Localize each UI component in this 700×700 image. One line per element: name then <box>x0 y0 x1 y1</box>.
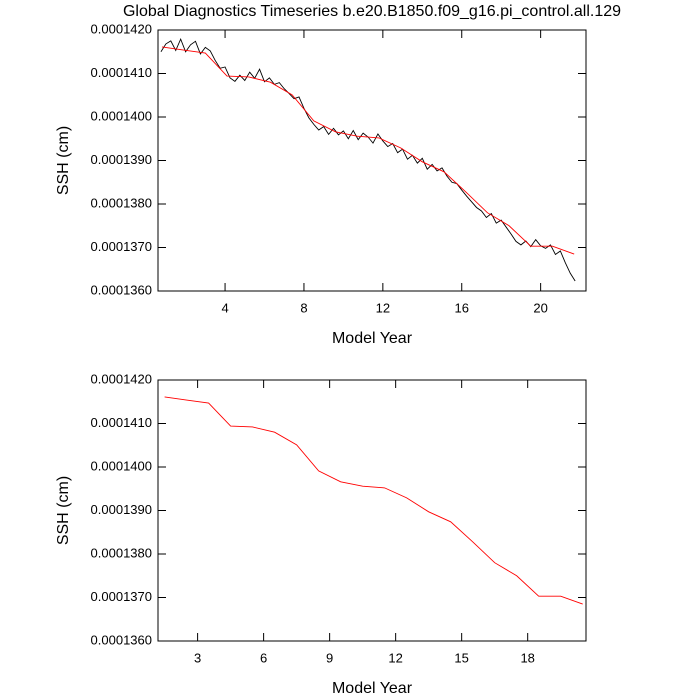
x-tick-label: 6 <box>260 650 267 665</box>
data-line <box>161 46 575 255</box>
chart-title: Global Diagnostics Timeseries b.e20.B185… <box>123 3 621 20</box>
data-line <box>164 396 583 605</box>
x-tick-label: 9 <box>326 650 333 665</box>
x-tick-label: 15 <box>454 650 468 665</box>
plot-frame <box>157 29 587 292</box>
x-tick-label: 12 <box>376 300 390 315</box>
y-axis-label: SSH (cm) <box>55 476 72 545</box>
y-tick-label: 0.0001420 <box>91 21 152 36</box>
y-tick-label: 0.0001390 <box>91 152 152 167</box>
x-tick-label: 3 <box>194 650 201 665</box>
x-axis-label: Model Year <box>332 680 413 697</box>
data-line <box>160 37 576 282</box>
y-tick-label: 0.0001410 <box>91 415 152 430</box>
y-tick-label: 0.0001400 <box>91 458 152 473</box>
y-tick-label: 0.0001360 <box>91 632 152 647</box>
y-tick-label: 0.0001420 <box>91 371 152 386</box>
y-tick-label: 0.0001410 <box>91 65 152 80</box>
x-tick-label: 20 <box>533 300 547 315</box>
y-tick-label: 0.0001400 <box>91 108 152 123</box>
y-tick-label: 0.0001370 <box>91 589 152 604</box>
y-tick-label: 0.0001370 <box>91 239 152 254</box>
x-tick-label: 12 <box>388 650 402 665</box>
y-axis-label: SSH (cm) <box>55 126 72 195</box>
x-axis-label: Model Year <box>332 330 413 347</box>
x-tick-label: 8 <box>300 300 307 315</box>
x-tick-label: 18 <box>520 650 534 665</box>
y-tick-label: 0.0001360 <box>91 282 152 297</box>
x-tick-label: 16 <box>455 300 469 315</box>
x-tick-label: 4 <box>221 300 228 315</box>
y-tick-label: 0.0001380 <box>91 195 152 210</box>
y-tick-label: 0.0001380 <box>91 545 152 560</box>
plot-frame <box>157 379 587 642</box>
y-tick-label: 0.0001390 <box>91 502 152 517</box>
